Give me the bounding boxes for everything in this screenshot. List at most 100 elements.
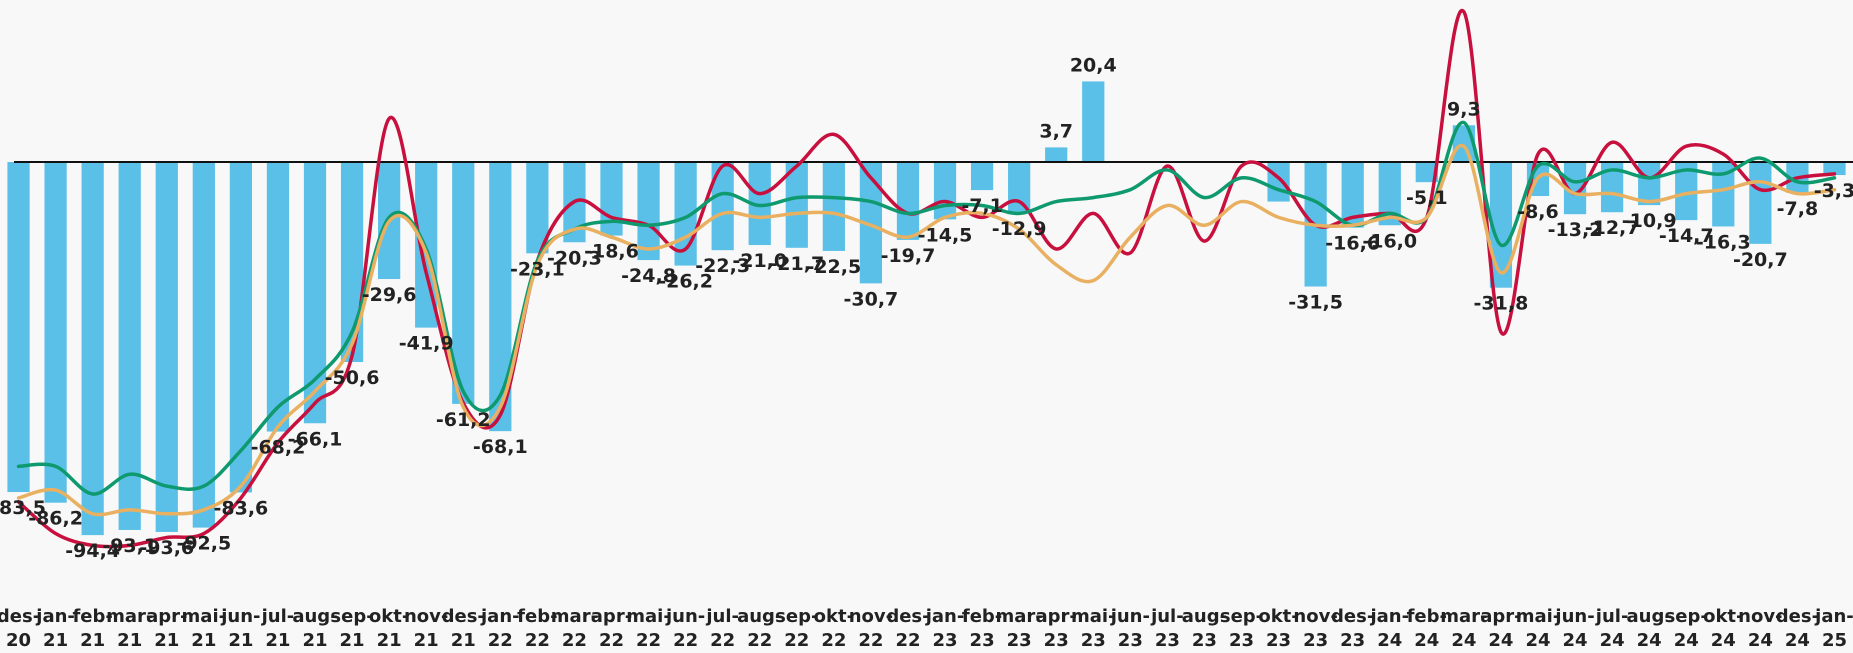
x-tick-label: des- 21 bbox=[442, 606, 485, 651]
x-tick-label: jul- 22 bbox=[705, 606, 739, 651]
data-label: -50,6 bbox=[325, 367, 380, 389]
x-tick-label-line: mar- bbox=[106, 606, 153, 627]
bar bbox=[118, 162, 141, 530]
x-tick-label-line: 24 bbox=[1711, 630, 1736, 651]
x-tick-label-line: 23 bbox=[932, 630, 957, 651]
x-tick-label-line: 21 bbox=[191, 630, 216, 651]
data-label: -23,1 bbox=[510, 258, 565, 280]
bar bbox=[785, 162, 808, 248]
x-tick-label: jan- 25 bbox=[1814, 606, 1853, 651]
x-tick-label: nov- 21 bbox=[404, 606, 448, 651]
bar bbox=[7, 162, 30, 493]
bar bbox=[1600, 162, 1624, 213]
x-tick-label-line: 24 bbox=[1637, 630, 1662, 651]
data-label: -22,5 bbox=[806, 256, 861, 278]
bar bbox=[155, 162, 178, 532]
line-series bbox=[16, 8, 1837, 549]
x-tick-label-line: jan- bbox=[1369, 606, 1409, 627]
bar bbox=[1082, 81, 1105, 163]
x-tick-label-line: jun- bbox=[665, 606, 705, 627]
x-tick-label-line: nov- bbox=[1738, 606, 1782, 627]
x-tick-label-line: 22 bbox=[784, 630, 809, 651]
bar bbox=[1823, 162, 1846, 176]
x-tick-label: jan- 24 bbox=[1369, 606, 1409, 651]
x-tick-label-line: mar- bbox=[551, 606, 598, 627]
x-tick-label-line: mai- bbox=[626, 606, 671, 627]
bar bbox=[600, 162, 623, 236]
data-label: 20,4 bbox=[1070, 54, 1117, 76]
x-tick-label-line: apr- bbox=[1480, 606, 1521, 627]
x-tick-label-line: 21 bbox=[377, 630, 402, 651]
x-tick-label: mar- 21 bbox=[106, 606, 153, 651]
x-tick-label: okt- 22 bbox=[814, 606, 854, 651]
x-tick-label: des- 24 bbox=[1776, 606, 1819, 651]
x-tick-label-line: 22 bbox=[488, 630, 513, 651]
data-label: -5,1 bbox=[1406, 187, 1448, 209]
x-tick-label: jun- 23 bbox=[1110, 606, 1150, 651]
x-tick-label-line: sep- bbox=[1665, 606, 1708, 627]
x-tick-label-line: des- bbox=[0, 606, 40, 627]
data-label: -93,6 bbox=[139, 537, 194, 559]
bar bbox=[266, 162, 290, 432]
bar bbox=[1045, 147, 1068, 163]
x-tick-label: sep- 21 bbox=[330, 606, 373, 651]
x-tick-label-line: jun- bbox=[1554, 606, 1594, 627]
x-tick-label-line: 23 bbox=[1303, 630, 1328, 651]
x-tick-label-line: mai- bbox=[1516, 606, 1561, 627]
x-tick-label-line: feb- bbox=[962, 606, 1002, 627]
x-tick-label: sep- 22 bbox=[775, 606, 818, 651]
x-tick-label-line: 21 bbox=[265, 630, 290, 651]
x-tick-label: jun- 22 bbox=[665, 606, 705, 651]
bar bbox=[1489, 162, 1513, 288]
x-tick-label: aug- 21 bbox=[292, 606, 337, 651]
x-tick-label-line: 21 bbox=[80, 630, 105, 651]
x-tick-label-line: 22 bbox=[599, 630, 624, 651]
x-tick-label: mar- 23 bbox=[996, 606, 1043, 651]
x-tick-label-line: nov- bbox=[404, 606, 448, 627]
x-tick-label-line: jul- bbox=[1150, 606, 1184, 627]
data-label: -10,9 bbox=[1622, 210, 1677, 232]
x-tick-label: apr- 21 bbox=[146, 606, 187, 651]
x-tick-label: mar- 22 bbox=[551, 606, 598, 651]
x-tick-label-line: mar- bbox=[996, 606, 1043, 627]
bar bbox=[748, 162, 771, 246]
x-tick-label-line: sep- bbox=[775, 606, 818, 627]
bar bbox=[711, 162, 734, 251]
x-tick-label-line: 21 bbox=[117, 630, 142, 651]
x-tick-label: apr- 22 bbox=[591, 606, 632, 651]
x-tick-label-line: 23 bbox=[1229, 630, 1254, 651]
bar bbox=[970, 162, 994, 191]
x-tick-label-line: okt- bbox=[1703, 606, 1743, 627]
x-tick-label-line: 22 bbox=[895, 630, 920, 651]
x-tick-label-line: 21 bbox=[228, 630, 253, 651]
x-tick-label-line: 23 bbox=[1118, 630, 1143, 651]
data-label: -8,6 bbox=[1517, 201, 1559, 223]
bar bbox=[229, 162, 253, 493]
x-tick-label: des- 22 bbox=[886, 606, 929, 651]
x-tick-label: jul- 24 bbox=[1595, 606, 1629, 651]
x-tick-label-line: 21 bbox=[340, 630, 365, 651]
x-tick-label: des- 20 bbox=[0, 606, 40, 651]
x-tick-label-line: 22 bbox=[636, 630, 661, 651]
x-tick-label: mar- 24 bbox=[1440, 606, 1487, 651]
x-tick-label: mai- 24 bbox=[1516, 606, 1561, 651]
data-label: -19,7 bbox=[881, 245, 936, 267]
x-tick-label: aug- 22 bbox=[737, 606, 782, 651]
x-tick-label-line: des- bbox=[1776, 606, 1819, 627]
x-tick-label: feb- 23 bbox=[962, 606, 1002, 651]
bar bbox=[489, 162, 512, 432]
x-tick-label-line: aug- bbox=[292, 606, 337, 627]
x-tick-label-line: nov- bbox=[849, 606, 893, 627]
x-tick-label-line: feb- bbox=[517, 606, 557, 627]
x-tick-label-line: okt- bbox=[1258, 606, 1298, 627]
bar bbox=[1341, 162, 1364, 228]
x-tick-label-line: nov- bbox=[1293, 606, 1337, 627]
x-tick-label: aug- 23 bbox=[1182, 606, 1227, 651]
x-tick-label-line: 21 bbox=[154, 630, 179, 651]
bar bbox=[1712, 162, 1735, 227]
data-label: -20,3 bbox=[547, 247, 602, 269]
x-tick-label-line: 24 bbox=[1488, 630, 1513, 651]
data-label: -7,8 bbox=[1777, 198, 1819, 220]
data-label: -12,9 bbox=[992, 218, 1047, 240]
data-label: -68,1 bbox=[473, 436, 528, 458]
